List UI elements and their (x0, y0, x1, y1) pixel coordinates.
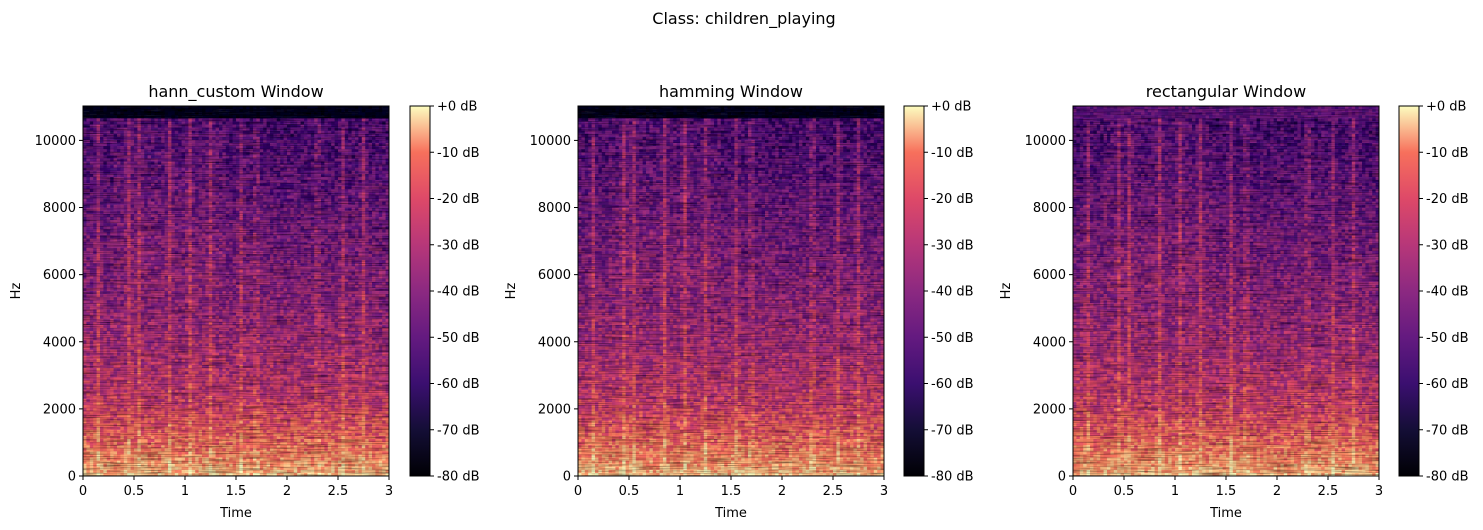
colorbar-tick-label: -40 dB (1426, 285, 1469, 300)
x-tick-label: 3 (1375, 484, 1383, 499)
colorbar-tick-label: -20 dB (437, 192, 480, 207)
panel-2: hamming Window 0 0.5 1 1.5 2 2.5 3 Time 0 2000 4000… (504, 82, 974, 521)
colorbar-tick-label: -80 dB (1426, 470, 1469, 485)
y-tick-label: 8000 (538, 201, 571, 216)
colorbar-tick-label: +0 dB (931, 100, 971, 115)
colorbar-tick-label: +0 dB (437, 100, 477, 115)
y-axis-label: Hz (999, 283, 1014, 300)
colorbar-tick-label: -50 dB (437, 331, 480, 346)
x-tick-label: 1 (1171, 484, 1179, 499)
x-tick-label: 2.5 (1318, 484, 1339, 499)
colorbar-tick-label: -70 dB (1426, 423, 1469, 438)
y-tick-label: 0 (1058, 470, 1066, 485)
colorbar-tick-label: -60 dB (1426, 377, 1469, 392)
y-tick-label: 8000 (43, 201, 76, 216)
x-tick-label: 0.5 (1114, 484, 1135, 499)
y-tick-label: 2000 (1033, 402, 1066, 417)
y-tick-label: 6000 (43, 268, 76, 283)
colorbar-tick-label: -10 dB (437, 146, 480, 161)
colorbar-tick-label: -20 dB (931, 192, 974, 207)
colorbar-tick-label: -80 dB (931, 470, 974, 485)
x-tick-label: 0.5 (124, 484, 145, 499)
colorbar-tick-label: -60 dB (437, 377, 480, 392)
x-tick-label: 2 (778, 484, 786, 499)
colorbar-tick-label: -30 dB (437, 238, 480, 253)
colorbar (1399, 106, 1419, 476)
y-tick-label: 10000 (1025, 134, 1066, 149)
colorbar-tick-label: -20 dB (1426, 192, 1469, 207)
y-tick-label: 2000 (538, 402, 571, 417)
colorbar-tick-label: +0 dB (1426, 100, 1466, 115)
x-axis-label: Time (219, 506, 252, 521)
x-tick-label: 0 (574, 484, 582, 499)
y-tick-label: 6000 (538, 268, 571, 283)
x-axis-label: Time (714, 506, 747, 521)
x-tick-label: 1.5 (226, 484, 247, 499)
panel-title: rectangular Window (1146, 82, 1306, 101)
y-tick-label: 4000 (43, 335, 76, 350)
y-tick-label: 8000 (1033, 201, 1066, 216)
colorbar-tick-label: -40 dB (931, 285, 974, 300)
colorbar-tick-label: -50 dB (1426, 331, 1469, 346)
y-tick-label: 2000 (43, 402, 76, 417)
y-tick-label: 6000 (1033, 268, 1066, 283)
y-tick-label: 4000 (538, 335, 571, 350)
spectrogram-image (1073, 106, 1380, 477)
y-tick-label: 10000 (35, 134, 76, 149)
colorbar-tick-label: -30 dB (1426, 238, 1469, 253)
colorbar-tick-label: -50 dB (931, 331, 974, 346)
x-tick-label: 1 (676, 484, 684, 499)
colorbar (410, 106, 430, 476)
x-tick-label: 1.5 (1216, 484, 1237, 499)
x-tick-label: 2 (283, 484, 291, 499)
y-tick-label: 10000 (530, 134, 571, 149)
x-axis-label: Time (1209, 506, 1242, 521)
x-tick-label: 0 (1069, 484, 1077, 499)
figure-suptitle: Class: children_playing (652, 9, 835, 29)
x-tick-label: 0.5 (619, 484, 640, 499)
spectrogram-image (83, 106, 390, 477)
panel-1: hann_custom Window 0 0.5 1 1.5 2 2.5 3 Time 0 2000… (9, 82, 480, 521)
colorbar-tick-label: -40 dB (437, 285, 480, 300)
x-tick-label: 1.5 (721, 484, 742, 499)
x-tick-label: 3 (880, 484, 888, 499)
y-tick-label: 0 (563, 470, 571, 485)
x-tick-label: 0 (79, 484, 87, 499)
x-tick-label: 3 (385, 484, 393, 499)
colorbar-tick-label: -70 dB (931, 423, 974, 438)
panel-3: rectangular Window 0 0.5 1 1.5 2 2.5 3 Time 0 2000… (999, 82, 1469, 521)
colorbar-tick-label: -60 dB (931, 377, 974, 392)
y-tick-label: 4000 (1033, 335, 1066, 350)
panel-title: hann_custom Window (148, 82, 323, 102)
panel-title: hamming Window (659, 82, 803, 101)
x-tick-label: 1 (181, 484, 189, 499)
spectrogram-image (578, 106, 885, 477)
colorbar-tick-label: -80 dB (437, 470, 480, 485)
colorbar (904, 106, 924, 476)
y-tick-label: 0 (68, 470, 76, 485)
colorbar-tick-label: -30 dB (931, 238, 974, 253)
colorbar-tick-label: -70 dB (437, 423, 480, 438)
colorbar-tick-label: -10 dB (931, 146, 974, 161)
y-axis-label: Hz (504, 283, 519, 300)
colorbar-tick-label: -10 dB (1426, 146, 1469, 161)
y-axis-label: Hz (9, 283, 24, 300)
x-tick-label: 2.5 (328, 484, 349, 499)
x-tick-label: 2.5 (823, 484, 844, 499)
x-tick-label: 2 (1273, 484, 1281, 499)
